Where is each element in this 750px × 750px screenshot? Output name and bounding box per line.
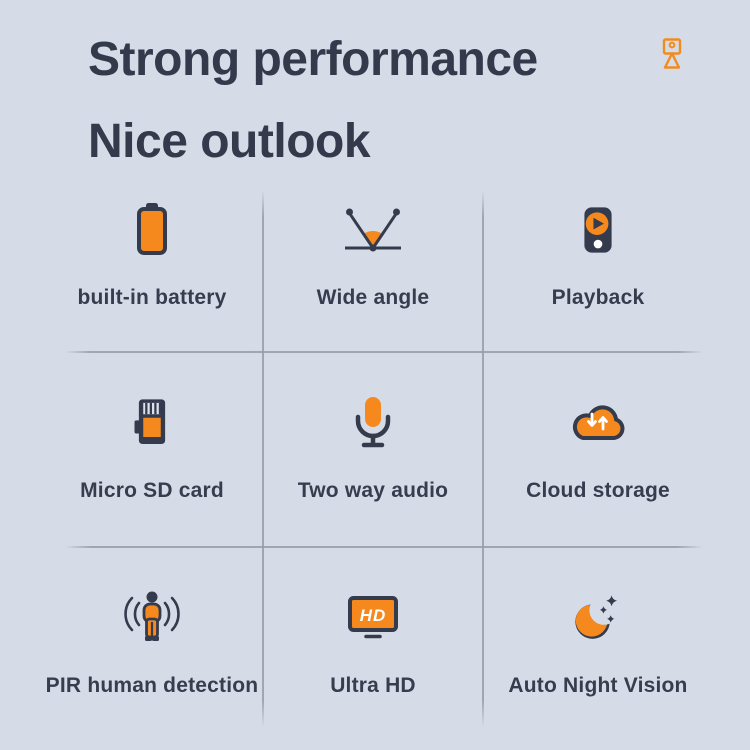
icon-box xyxy=(569,192,627,268)
night-vision-moon-icon xyxy=(575,595,619,639)
feature-label: Cloud storage xyxy=(526,479,670,502)
microphone-icon xyxy=(355,397,391,448)
grid-divider-horizontal-2 xyxy=(65,546,703,548)
feature-label: built-in battery xyxy=(77,286,227,309)
page-title-line-2: Nice outlook xyxy=(88,115,371,168)
icon-box xyxy=(341,385,405,461)
icon-box xyxy=(120,192,184,268)
page-title-line-1: Strong performance xyxy=(88,33,538,86)
feature-label: Wide angle xyxy=(316,286,430,309)
grid-divider-vertical-2 xyxy=(482,190,484,727)
feature-cell-two-way-audio: Two way audio xyxy=(268,385,478,503)
feature-cell-pir-detection: PIR human detection xyxy=(27,580,277,698)
hd-screen-text: HD xyxy=(360,606,387,625)
icon-box xyxy=(124,385,180,461)
feature-label: Ultra HD xyxy=(330,674,416,697)
feature-label: Micro SD card xyxy=(80,479,224,502)
ultra-hd-monitor-icon: HD xyxy=(348,596,398,639)
feature-label: Two way audio xyxy=(297,479,449,502)
feature-label: Playback xyxy=(551,286,645,309)
feature-cell-wide-angle: Wide angle xyxy=(268,192,478,310)
feature-cell-night-vision: Auto Night Vision xyxy=(488,580,708,698)
icon-box xyxy=(569,580,627,656)
icon-box xyxy=(562,385,634,461)
feature-cell-cloud-storage: Cloud storage xyxy=(488,385,708,503)
feature-cell-micro-sd: Micro SD card xyxy=(27,385,277,503)
feature-label: Auto Night Vision xyxy=(508,674,688,697)
tripod-camera-icon xyxy=(662,38,682,69)
feature-cell-battery: built-in battery xyxy=(27,192,277,310)
icon-box xyxy=(112,580,192,656)
feature-label: PIR human detection xyxy=(45,674,259,697)
cloud-storage-icon xyxy=(572,405,625,440)
playback-phone-icon xyxy=(584,207,612,253)
grid-divider-vertical-1 xyxy=(262,190,264,727)
icon-box xyxy=(333,192,413,268)
feature-cell-ultra-hd: HD Ultra HD xyxy=(268,580,478,698)
wide-angle-icon xyxy=(345,208,401,252)
icon-box: HD xyxy=(337,580,409,656)
feature-cell-playback: Playback xyxy=(488,192,708,310)
pir-human-icon xyxy=(124,591,180,641)
battery-icon xyxy=(137,203,167,255)
micro-sd-card-icon xyxy=(134,399,166,444)
grid-divider-horizontal-1 xyxy=(65,351,703,353)
